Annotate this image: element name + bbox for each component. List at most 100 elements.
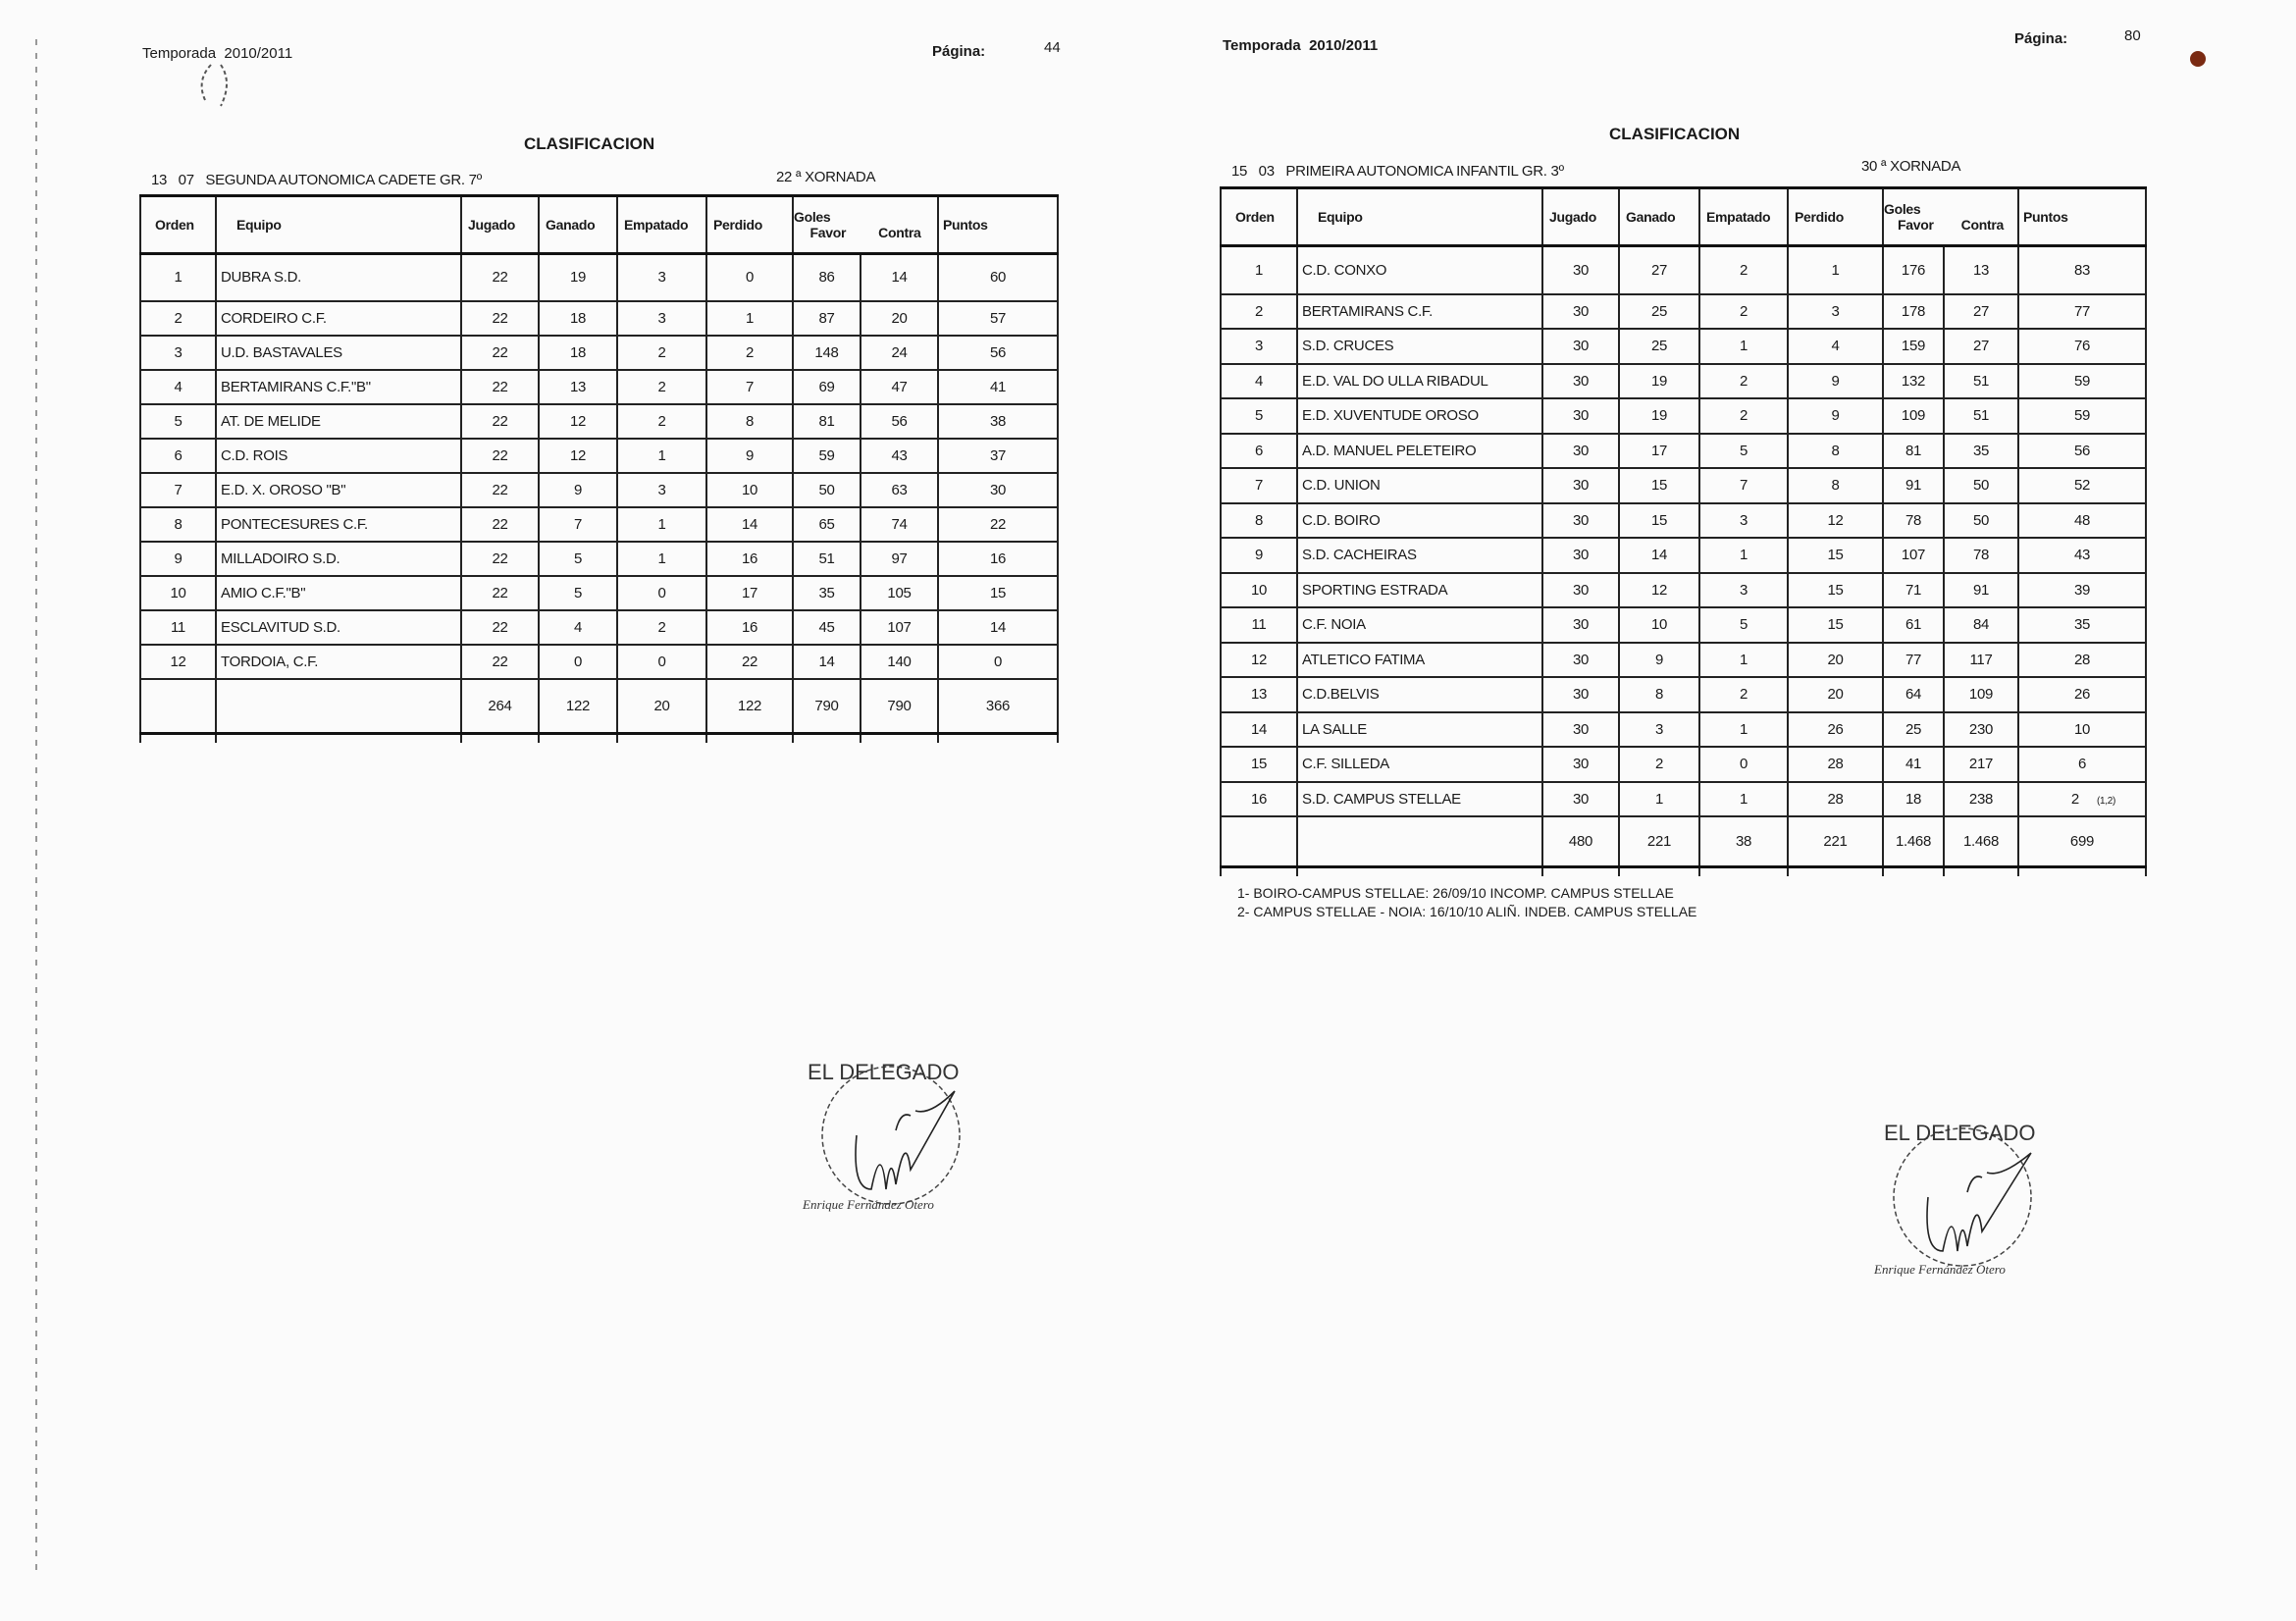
cell-perdido: 17	[705, 574, 794, 611]
cell-orden: 9	[1220, 537, 1298, 574]
cell-contra: 97	[860, 540, 939, 577]
cell-orden: 9	[139, 540, 217, 577]
table-row: 2 BERTAMIRANS C.F. 30 25 2 3 178 27 77	[1220, 292, 2147, 330]
table-row: 11 C.F. NOIA 30 10 5 15 61 84 35	[1220, 606, 2147, 644]
cell-puntos: 48	[2017, 501, 2147, 539]
cell-perdido: 9	[705, 437, 794, 474]
cell-perdido: 3	[1787, 292, 1884, 330]
column-header-goles: Goles Favor Contra	[792, 194, 939, 255]
cell-contra: 51	[1943, 397, 2019, 435]
cell-ganado: 17	[1618, 432, 1700, 469]
cell-orden: 12	[1220, 641, 1298, 678]
cell-orden: 14	[1220, 710, 1298, 748]
cell-favor: 132	[1882, 362, 1945, 399]
footnote-1: 1- BOIRO-CAMPUS STELLAE: 26/09/10 INCOMP…	[1237, 885, 1674, 901]
cell-empatado: 3	[616, 299, 707, 337]
cell-favor: 71	[1882, 571, 1945, 608]
cell-jugado: 30	[1541, 501, 1620, 539]
column-header-equipo: Equipo	[1296, 186, 1543, 247]
cell-orden: 2	[139, 299, 217, 337]
cell-empatado: 2	[1698, 676, 1789, 713]
svg-text:Enrique Fernández Otero: Enrique Fernández Otero	[1873, 1262, 2006, 1277]
trailer-cell	[792, 732, 861, 743]
table-row: 6 A.D. MANUEL PELETEIRO 30 17 5 8 81 35 56	[1220, 432, 2147, 469]
cell-favor: 50	[792, 471, 861, 508]
cell-contra: 50	[1943, 501, 2019, 539]
cell-equipo: E.D. X. OROSO "B"	[215, 471, 462, 508]
season-value: 2010/2011	[224, 45, 293, 62]
cell-equipo: LA SALLE	[1296, 710, 1543, 748]
cell-ganado: 9	[538, 471, 618, 508]
cell-perdido: 22	[705, 643, 794, 680]
table-trailer	[139, 732, 1059, 743]
svg-text:Enrique Fernández Otero: Enrique Fernández Otero	[802, 1197, 934, 1212]
cell-jugado: 22	[460, 505, 540, 543]
cell-jugado: 22	[460, 574, 540, 611]
season-header: Temporada 2010/2011	[142, 45, 292, 62]
cell-jugado: 30	[1541, 244, 1620, 295]
total-cell	[1296, 815, 1543, 868]
totals-row: 264 122 20 122 790 790 366	[139, 677, 1059, 735]
cell-puntos: 41	[937, 368, 1059, 405]
cell-puntos: 77	[2017, 292, 2147, 330]
cell-ganado: 8	[1618, 676, 1700, 713]
column-header-ganado: Ganado	[1618, 186, 1700, 247]
cell-equipo: C.D. CONXO	[1296, 244, 1543, 295]
cell-puntos: 59	[2017, 397, 2147, 435]
column-header-perdido: Perdido	[705, 194, 794, 255]
cell-empatado: 1	[1698, 537, 1789, 574]
cell-favor: 25	[1882, 710, 1945, 748]
column-header-contra: Contra	[878, 225, 921, 240]
cell-empatado: 1	[616, 540, 707, 577]
cell-puntos: 28	[2017, 641, 2147, 678]
table-row: 16 S.D. CAMPUS STELLAE 30 1 1 28 18 238 2 (1,2)	[1220, 780, 2147, 817]
table-row: 9 MILLADOIRO S.D. 22 5 1 16 51 97 16	[139, 540, 1059, 577]
table-row: 3 S.D. CRUCES 30 25 1 4 159 27 76	[1220, 328, 2147, 365]
cell-contra: 74	[860, 505, 939, 543]
cell-puntos: 59	[2017, 362, 2147, 399]
cell-jugado: 22	[460, 437, 540, 474]
column-header-favor: Favor	[809, 225, 847, 240]
cell-equipo: S.D. CRUCES	[1296, 328, 1543, 365]
table-row: 4 BERTAMIRANS C.F."B" 22 13 2 7 69 47 41	[139, 368, 1059, 405]
cell-puntos: 56	[2017, 432, 2147, 469]
cell-orden: 10	[1220, 571, 1298, 608]
cell-empatado: 2	[1698, 397, 1789, 435]
cell-empatado: 1	[616, 437, 707, 474]
cell-jugado: 30	[1541, 537, 1620, 574]
cell-contra: 27	[1943, 328, 2019, 365]
cell-orden: 13	[1220, 676, 1298, 713]
season-label: Temporada	[1223, 37, 1301, 54]
cell-orden: 8	[139, 505, 217, 543]
table-row: 5 AT. DE MELIDE 22 12 2 8 81 56 38	[139, 402, 1059, 440]
cell-jugado: 30	[1541, 746, 1620, 783]
trailer-cell	[1296, 864, 1543, 876]
cell-favor: 14	[792, 643, 861, 680]
cell-empatado: 2	[616, 334, 707, 371]
standings-table: Orden Equipo Jugado Ganado Empatado Perdido Go…	[139, 194, 1059, 743]
cell-contra: 105	[860, 574, 939, 611]
column-header-jugado: Jugado	[1541, 186, 1620, 247]
column-header-ganado: Ganado	[538, 194, 618, 255]
cell-empatado: 1	[1698, 328, 1789, 365]
total-cell: 221	[1787, 815, 1884, 868]
cell-ganado: 12	[538, 437, 618, 474]
total-cell: 221	[1618, 815, 1700, 868]
cell-perdido: 9	[1787, 362, 1884, 399]
trailer-cell	[460, 732, 540, 743]
cell-favor: 81	[1882, 432, 1945, 469]
cell-empatado: 1	[1698, 780, 1789, 817]
table-row: 4 E.D. VAL DO ULLA RIBADUL 30 19 2 9 132 51 59	[1220, 362, 2147, 399]
cell-jugado: 22	[460, 402, 540, 440]
column-header-perdido: Perdido	[1787, 186, 1884, 247]
cell-equipo: U.D. BASTAVALES	[215, 334, 462, 371]
cell-favor: 45	[792, 608, 861, 646]
cell-contra: 50	[1943, 467, 2019, 504]
cell-contra: 63	[860, 471, 939, 508]
cell-empatado: 3	[616, 471, 707, 508]
table-row: 12 TORDOIA, C.F. 22 0 0 22 14 140 0	[139, 643, 1059, 680]
column-header-equipo: Equipo	[215, 194, 462, 255]
page-title: CLASIFICACION	[524, 134, 655, 153]
cell-puntos: 60	[937, 252, 1059, 302]
cell-puntos: 22	[937, 505, 1059, 543]
